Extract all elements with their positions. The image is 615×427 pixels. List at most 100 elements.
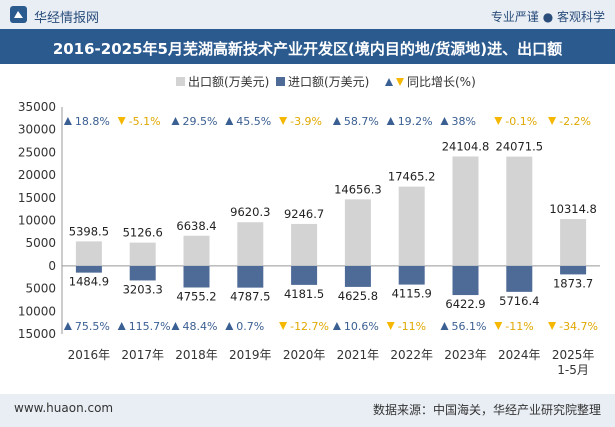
x-tick-label: 2025年 bbox=[552, 348, 595, 362]
import-value-label: 1484.9 bbox=[69, 275, 109, 289]
import-growth-label: -11% bbox=[505, 320, 533, 333]
import-growth-down-icon bbox=[494, 322, 503, 330]
export-value-label: 24104.8 bbox=[442, 139, 490, 153]
export-growth-up-icon bbox=[171, 117, 180, 125]
tagline: 专业严谨 ● 客观科学 bbox=[490, 10, 605, 24]
import-growth-down-icon bbox=[548, 322, 557, 330]
export-bar bbox=[291, 223, 318, 266]
export-growth-up-icon bbox=[440, 117, 449, 125]
import-growth-label: -11% bbox=[398, 320, 426, 333]
import-bar bbox=[398, 265, 425, 285]
export-bar bbox=[452, 156, 479, 266]
x-tick-label: 2016年 bbox=[68, 348, 111, 362]
footer-bar bbox=[0, 394, 615, 427]
export-growth-down-icon bbox=[494, 117, 503, 125]
export-growth-label: -3.9% bbox=[290, 115, 322, 128]
import-value-label: 3203.3 bbox=[123, 282, 163, 296]
export-growth-label: 19.2% bbox=[398, 115, 433, 128]
chart-area: 出口额(万美元) 进口额(万美元) 同比增长(%) 35000 30000 25000 20… bbox=[18, 75, 600, 377]
import-bar bbox=[291, 265, 318, 285]
title-bar bbox=[0, 29, 615, 64]
import-growth-label: -34.7% bbox=[559, 320, 598, 333]
top-bar bbox=[0, 0, 615, 29]
export-value-label: 10314.8 bbox=[549, 202, 597, 216]
export-bar bbox=[237, 222, 264, 266]
legend-down-triangle-icon bbox=[396, 78, 404, 86]
import-growth-down-icon bbox=[386, 322, 395, 330]
export-growth-down-icon bbox=[117, 117, 126, 125]
import-value-label: 4625.8 bbox=[338, 289, 378, 303]
import-growth-label: 115.7% bbox=[129, 320, 171, 333]
export-growth-up-icon bbox=[332, 117, 341, 125]
y-tick-label: 30000 bbox=[18, 123, 56, 137]
import-bar bbox=[237, 265, 264, 288]
legend-swatch-1 bbox=[176, 77, 185, 86]
import-growth-label: 48.4% bbox=[183, 320, 218, 333]
data-source: 数据来源：中国海关，华经产业研究院整理 bbox=[372, 403, 601, 417]
export-value-label: 14656.3 bbox=[334, 182, 382, 196]
import-growth-up-icon bbox=[440, 322, 449, 330]
x-tick-label: 2021年 bbox=[337, 348, 380, 362]
export-value-label: 6638.4 bbox=[176, 219, 216, 233]
export-value-label: 5126.6 bbox=[123, 226, 163, 240]
export-growth-up-icon bbox=[63, 117, 72, 125]
export-bar bbox=[183, 235, 210, 266]
export-bar bbox=[129, 242, 156, 266]
legend-up-triangle-icon bbox=[385, 78, 393, 86]
import-value-label: 4115.9 bbox=[392, 287, 432, 301]
x-tick-label: 2018年 bbox=[175, 348, 218, 362]
import-bar bbox=[506, 265, 533, 292]
import-value-label: 4787.5 bbox=[230, 290, 270, 304]
legend-label-1: 出口额(万美元) bbox=[188, 75, 269, 89]
export-bar bbox=[506, 156, 533, 266]
import-bar bbox=[452, 265, 479, 296]
import-value-label: 6422.9 bbox=[445, 297, 485, 311]
y-tick-label: 20000 bbox=[18, 168, 56, 182]
export-growth-down-icon bbox=[548, 117, 557, 125]
export-growth-label: 45.5% bbox=[236, 115, 271, 128]
import-growth-up-icon bbox=[171, 322, 180, 330]
import-growth-label: 10.6% bbox=[344, 320, 379, 333]
y-tick-label: 15000 bbox=[18, 327, 56, 341]
export-bar bbox=[75, 241, 102, 266]
export-growth-label: -2.2% bbox=[559, 115, 591, 128]
x-tick-label: 2022年 bbox=[390, 348, 433, 362]
x-tick-label: 2017年 bbox=[121, 348, 164, 362]
export-growth-label: 58.7% bbox=[344, 115, 379, 128]
x-tick-label: 2023年 bbox=[444, 348, 487, 362]
import-growth-label: 56.1% bbox=[452, 320, 487, 333]
y-tick-label: 25000 bbox=[18, 145, 56, 159]
export-value-label: 24071.5 bbox=[496, 140, 544, 154]
y-tick-label: 10000 bbox=[18, 304, 56, 318]
import-growth-up-icon bbox=[332, 322, 341, 330]
export-growth-down-icon bbox=[279, 117, 288, 125]
export-growth-label: 18.8% bbox=[75, 115, 110, 128]
export-value-label: 9620.3 bbox=[230, 205, 270, 219]
export-value-label: 17465.2 bbox=[388, 170, 436, 184]
import-growth-label: -12.7% bbox=[290, 320, 329, 333]
import-bar bbox=[129, 265, 156, 281]
export-bar bbox=[344, 199, 371, 266]
export-growth-label: -5.1% bbox=[129, 115, 161, 128]
import-growth-up-icon bbox=[117, 322, 126, 330]
legend-label-growth: 同比增长(%) bbox=[407, 75, 476, 89]
import-bar bbox=[75, 265, 102, 273]
x-tick-label: 2019年 bbox=[229, 348, 272, 362]
legend-label-2: 进口额(万美元) bbox=[288, 75, 369, 89]
huajing-logo-icon bbox=[10, 6, 27, 23]
x-tick-label: 1-5月 bbox=[557, 363, 589, 377]
y-tick-label: 10000 bbox=[18, 214, 56, 228]
import-bar bbox=[183, 265, 210, 288]
import-growth-up-icon bbox=[63, 322, 72, 330]
import-value-label: 5716.4 bbox=[499, 294, 539, 308]
import-growth-label: 0.7% bbox=[236, 320, 264, 333]
export-growth-label: -0.1% bbox=[505, 115, 537, 128]
import-bar bbox=[560, 265, 587, 275]
site-url: www.huaon.com bbox=[14, 401, 114, 415]
y-tick-label: 0 bbox=[48, 259, 56, 273]
export-value-label: 9246.7 bbox=[284, 207, 324, 221]
y-tick-label: 5000 bbox=[25, 282, 56, 296]
import-bar bbox=[344, 265, 371, 287]
legend-swatch-2 bbox=[276, 77, 285, 86]
